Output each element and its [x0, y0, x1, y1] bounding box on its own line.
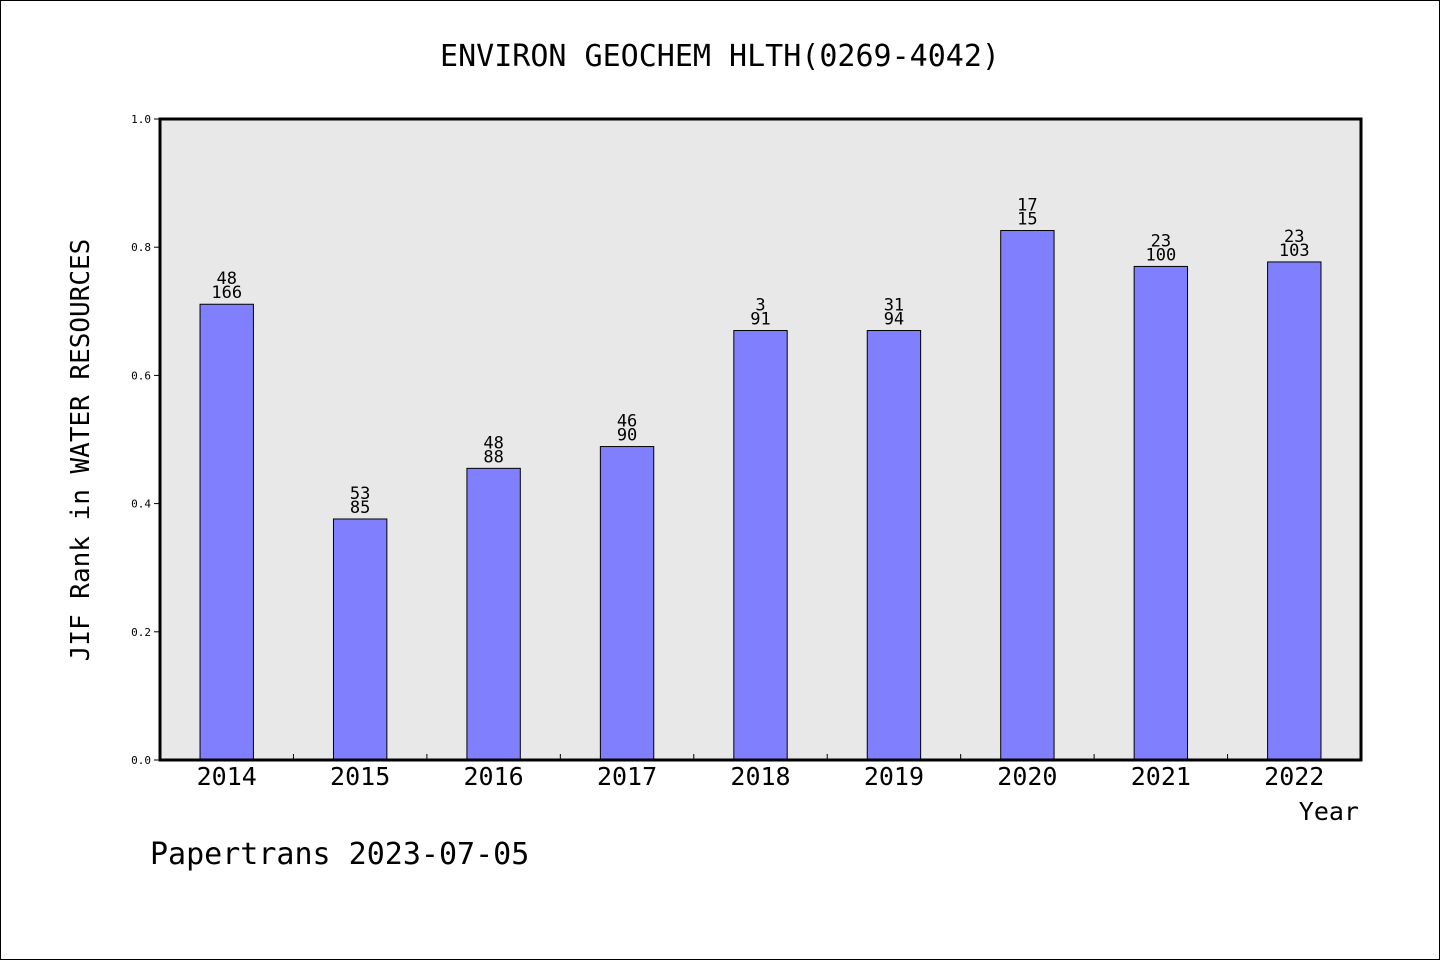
x-tick-label-2014: 2014 — [197, 762, 257, 791]
bar-label-total-2018: 91 — [750, 310, 770, 330]
bar-label-total-2021: 100 — [1145, 245, 1176, 265]
y-tick-label-1.0: 1.0 — [131, 113, 151, 126]
bar-2015 — [332, 518, 388, 761]
bar-label-rank-2017: 46 — [617, 412, 637, 432]
bar-2022 — [1267, 261, 1322, 761]
x-axis-label: Year — [1299, 797, 1359, 826]
bar-label-total-2015: 85 — [350, 498, 370, 518]
bar-label-total-2017: 90 — [617, 426, 637, 446]
bar-2018 — [733, 330, 788, 761]
x-tick-label-2022: 2022 — [1264, 762, 1324, 791]
bar-label-rank-2018: 3 — [755, 296, 765, 316]
x-tick-label-2016: 2016 — [464, 762, 524, 791]
bar-2021 — [1133, 265, 1189, 761]
y-axis-label: JIF Rank in WATER RESOURCES — [66, 239, 96, 662]
y-tick-label-0.0: 0.0 — [131, 754, 151, 767]
x-tick-label-2019: 2019 — [864, 762, 924, 791]
bar-2017 — [599, 446, 655, 761]
bar-label-total-2016: 88 — [483, 447, 503, 467]
y-tick-label-0.6: 0.6 — [131, 369, 151, 382]
x-tick-label-2020: 2020 — [997, 762, 1057, 791]
x-tick-label-2017: 2017 — [597, 762, 657, 791]
bar-label-rank-2021: 23 — [1151, 231, 1171, 251]
bar-label-rank-2015: 53 — [350, 484, 370, 504]
bar-label-total-2014: 166 — [211, 283, 242, 303]
bars-group — [199, 230, 1322, 761]
plot-border — [158, 117, 1363, 762]
x-tick-label-2018: 2018 — [730, 762, 790, 791]
bar-label-total-2020: 15 — [1017, 210, 1037, 230]
y-tick-label-0.4: 0.4 — [131, 498, 151, 511]
bar-label-rank-2020: 17 — [1017, 196, 1037, 216]
bar-label-rank-2014: 48 — [216, 269, 236, 289]
bar-2016 — [466, 467, 521, 761]
y-axis-ticks: 0.0 0.2 0.4 0.6 0.8 1.0 — [131, 113, 160, 767]
bar-2019 — [866, 330, 922, 761]
bar-label-rank-2022: 23 — [1284, 227, 1304, 247]
bar-label-total-2022: 103 — [1279, 241, 1310, 261]
bar-label-rank-2019: 31 — [884, 296, 904, 316]
chart-title: ENVIRON GEOCHEM HLTH(0269-4042) — [440, 39, 1000, 74]
y-tick-label-0.2: 0.2 — [131, 626, 151, 639]
bar-2014 — [199, 303, 254, 761]
x-tick-label-2015: 2015 — [330, 762, 390, 791]
y-tick-label-0.8: 0.8 — [131, 241, 151, 254]
bar-label-total-2019: 94 — [884, 310, 904, 330]
footer-stamp: Papertrans 2023-07-05 — [150, 837, 529, 872]
bar-2020 — [1000, 230, 1055, 761]
x-tick-label-2021: 2021 — [1131, 762, 1191, 791]
bar-label-rank-2016: 48 — [483, 433, 503, 453]
x-axis-ticks: 2014 2015 2016 2017 2018 2019 2020 2021 2022 — [197, 754, 1324, 791]
